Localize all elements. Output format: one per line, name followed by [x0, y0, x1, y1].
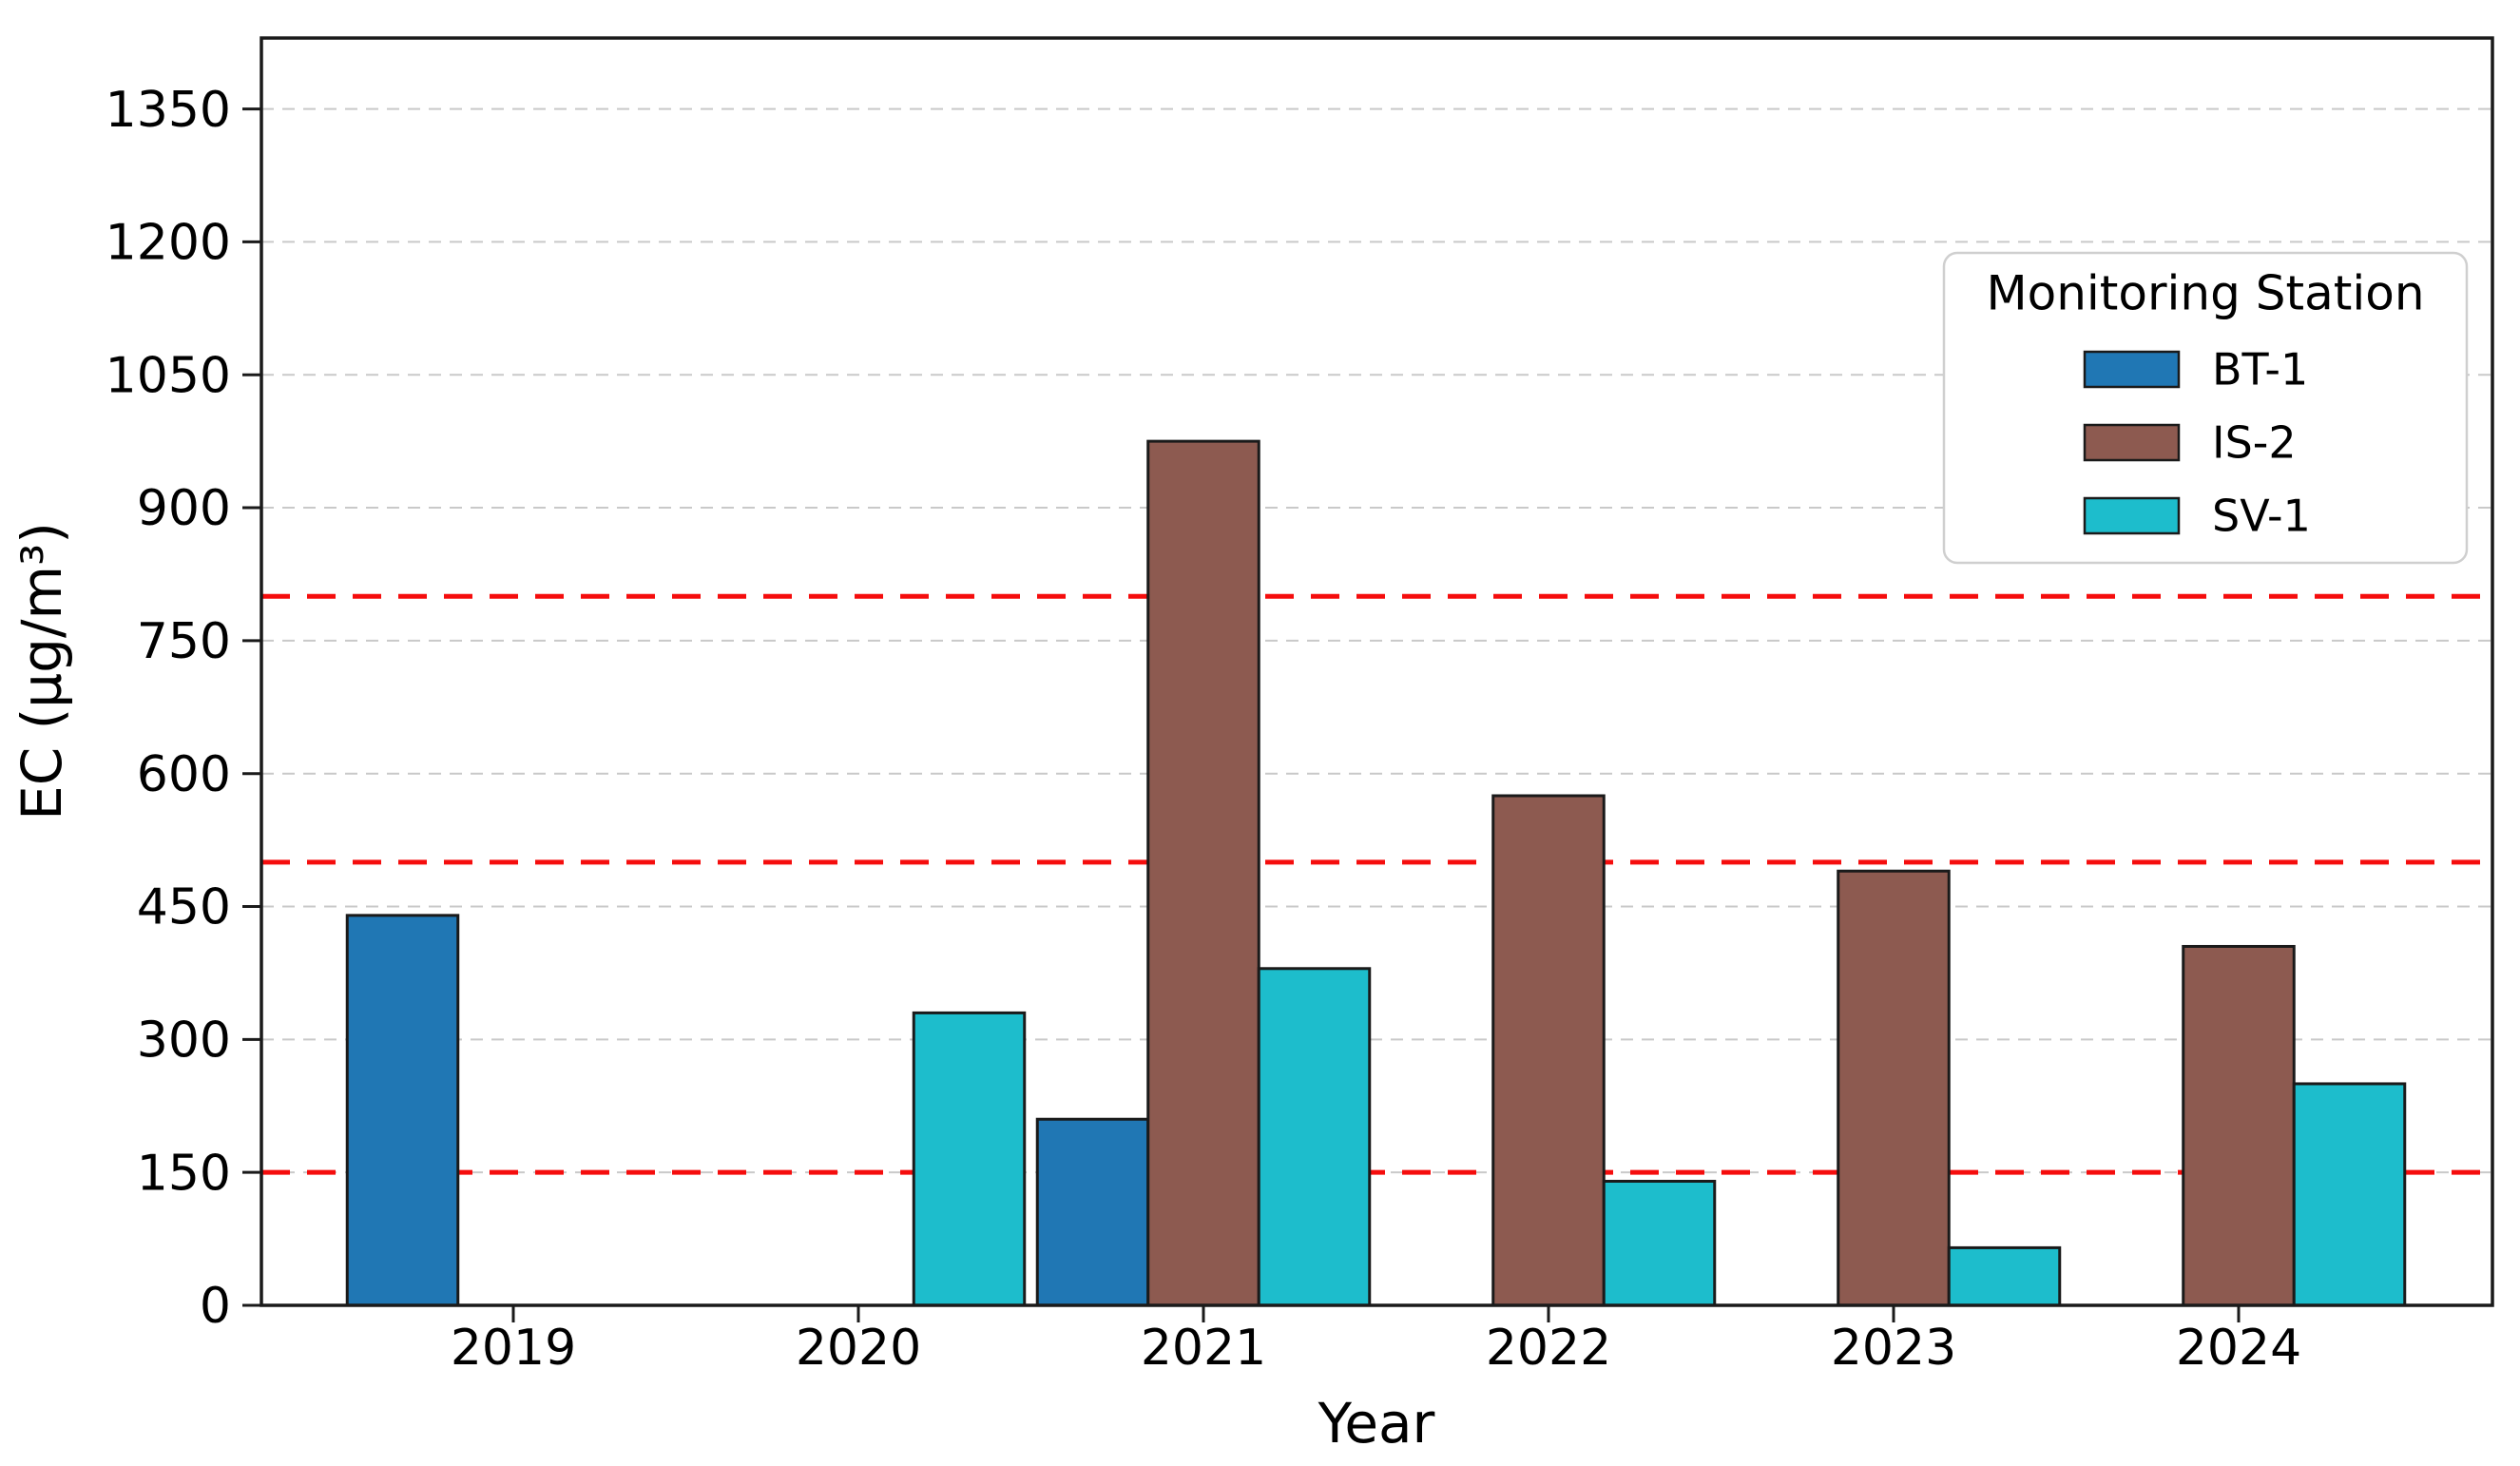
y-tick-label: 1350 — [106, 82, 231, 139]
legend-label-SV-1: SV-1 — [2212, 491, 2311, 542]
plot-border — [260, 36, 2494, 1307]
x-tick-label: 2022 — [1486, 1320, 1611, 1377]
legend-box — [1942, 251, 2469, 565]
legend-title: Monitoring Station — [1986, 266, 2424, 321]
y-tick-label: 1050 — [106, 347, 231, 404]
x-tick-label: 2021 — [1141, 1320, 1266, 1377]
bar-IS-2-2024 — [2182, 944, 2296, 1307]
y-tick-label: 1200 — [106, 215, 231, 272]
bar-IS-2-2023 — [1837, 869, 1951, 1307]
bar-BT-1-2019 — [345, 914, 460, 1307]
legend-swatch-SV-1 — [2083, 496, 2181, 535]
bar-SV-1-2024 — [2292, 1082, 2407, 1307]
x-tick-label: 2019 — [451, 1320, 576, 1377]
y-tick-label: 750 — [137, 613, 231, 670]
y-tick-label: 0 — [200, 1278, 231, 1335]
legend-label-BT-1: BT-1 — [2212, 344, 2308, 395]
x-tick-label: 2023 — [1831, 1320, 1956, 1377]
bar-SV-1-2022 — [1602, 1179, 1717, 1307]
legend-swatch-IS-2 — [2083, 423, 2181, 462]
y-tick-label: 150 — [137, 1145, 231, 1202]
x-axis-title: Year — [1318, 1391, 1435, 1456]
y-tick-label: 900 — [137, 480, 231, 537]
y-axis-title: EC (µg/m³) — [10, 522, 74, 820]
x-tick-label: 2020 — [796, 1320, 921, 1377]
legend-swatch-BT-1 — [2083, 350, 2181, 389]
bar-SV-1-2023 — [1947, 1245, 2062, 1307]
y-tick-label: 300 — [137, 1013, 231, 1070]
bar-IS-2-2021 — [1146, 439, 1260, 1307]
x-tick-label: 2024 — [2176, 1320, 2301, 1377]
y-tick-label: 450 — [137, 879, 231, 936]
bar-SV-1-2021 — [1257, 967, 1372, 1307]
legend-label-IS-2: IS-2 — [2212, 417, 2297, 469]
bar-SV-1-2020 — [912, 1011, 1027, 1307]
y-tick-label: 600 — [137, 746, 231, 803]
bar-IS-2-2022 — [1491, 794, 1606, 1307]
bar-BT-1-2021 — [1035, 1117, 1150, 1307]
